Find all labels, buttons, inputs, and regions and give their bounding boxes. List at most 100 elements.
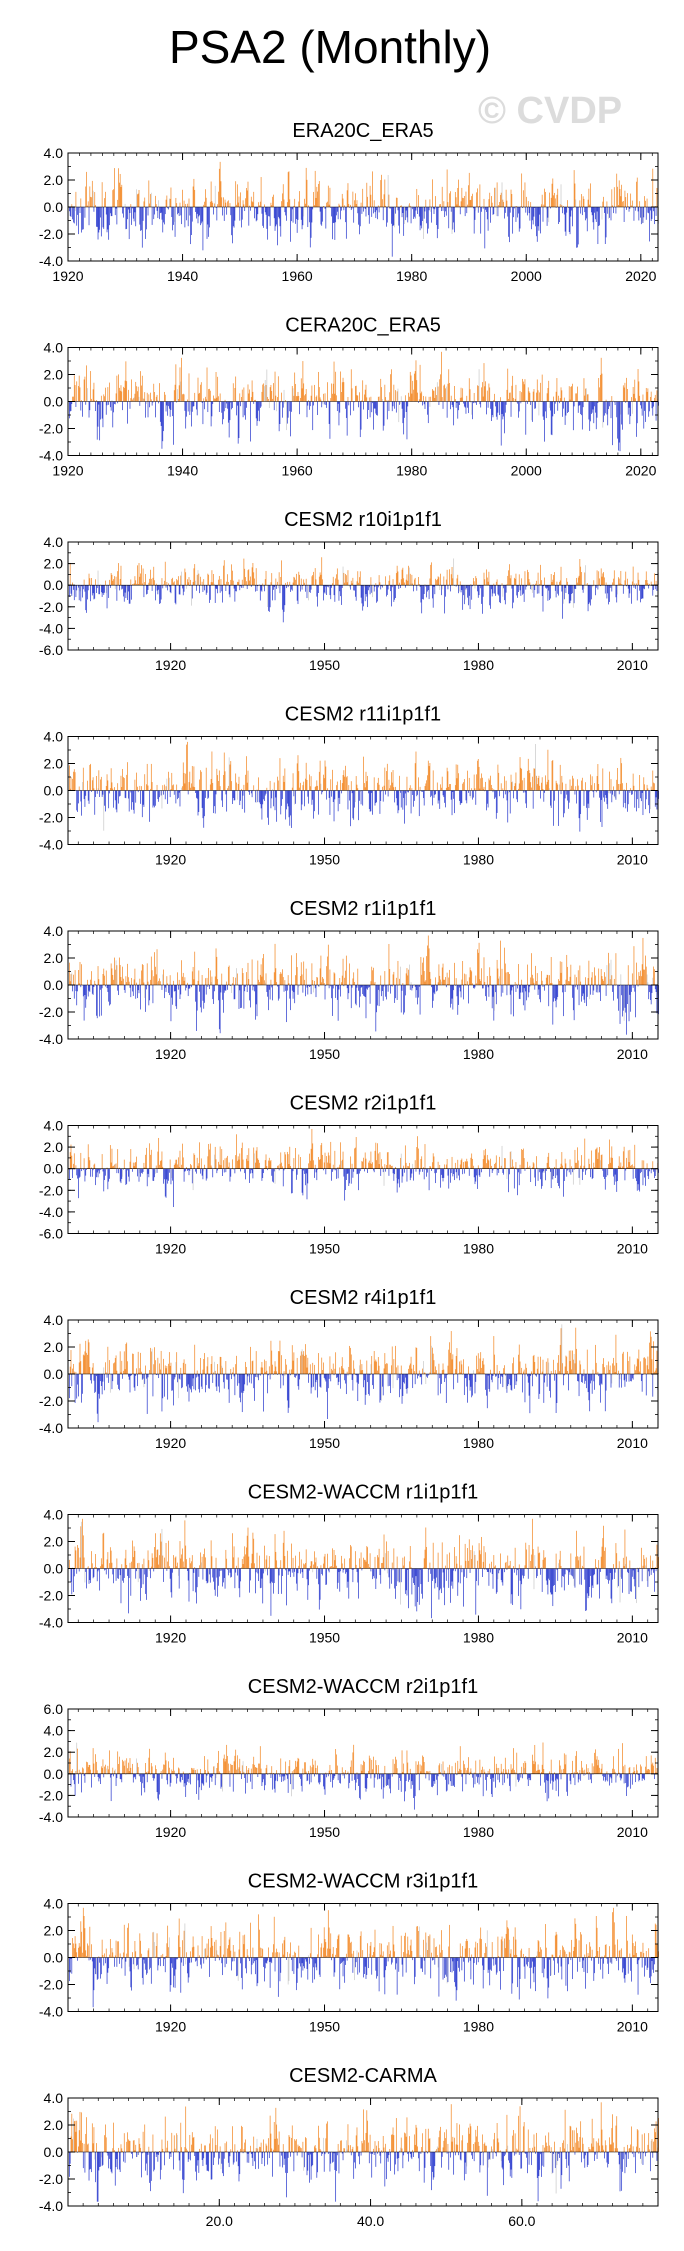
bar — [559, 204, 561, 207]
bar — [248, 393, 250, 402]
bar — [304, 790, 305, 807]
bar — [581, 777, 583, 791]
y-tick-label: -6.0 — [39, 642, 63, 658]
bar — [517, 1168, 518, 1196]
bar — [71, 585, 73, 596]
bar — [258, 777, 259, 791]
bar — [468, 1166, 469, 1169]
bar — [171, 578, 173, 586]
bar — [516, 585, 518, 596]
bar — [582, 196, 584, 207]
bar — [244, 1168, 246, 1174]
bar — [516, 1168, 518, 1170]
bar — [256, 1147, 258, 1169]
bar — [208, 1143, 210, 1169]
bar — [572, 1168, 573, 1173]
bar — [501, 1145, 503, 1169]
bar — [255, 1150, 257, 1169]
bar — [345, 401, 346, 409]
bar — [287, 401, 289, 418]
bar — [469, 790, 471, 797]
bar — [472, 401, 474, 404]
bar — [274, 790, 276, 811]
bar — [415, 751, 417, 791]
bar — [263, 790, 264, 800]
bar — [496, 790, 498, 813]
bar — [466, 790, 468, 804]
bar — [118, 168, 119, 207]
bar — [108, 585, 110, 598]
bar — [610, 585, 612, 588]
bar — [559, 1166, 561, 1169]
bar — [362, 585, 364, 611]
bar — [109, 1145, 111, 1169]
bar — [250, 585, 252, 587]
bar — [500, 192, 502, 207]
bar — [442, 401, 444, 409]
bar — [257, 790, 259, 803]
bar — [91, 398, 92, 402]
bar — [201, 1168, 203, 1176]
bar — [502, 199, 504, 207]
bar — [128, 977, 129, 985]
bar — [196, 985, 197, 1031]
bar — [229, 585, 231, 598]
x-tick-label: 1950 — [309, 657, 340, 673]
bar — [411, 393, 413, 402]
bar — [295, 383, 296, 402]
bar — [216, 585, 218, 590]
bar — [589, 401, 591, 431]
bar — [259, 982, 260, 985]
bar — [336, 401, 338, 412]
bar — [184, 207, 186, 228]
bar — [78, 970, 79, 985]
bar — [319, 572, 321, 586]
bar — [412, 583, 414, 586]
bar — [306, 401, 308, 418]
bar — [538, 207, 540, 231]
y-tick-label: 4.0 — [44, 923, 64, 939]
bar — [411, 1168, 413, 1174]
bar — [232, 790, 234, 798]
bar — [567, 966, 568, 985]
bar — [577, 985, 578, 990]
bar — [454, 399, 456, 402]
bar — [270, 384, 272, 402]
bar — [237, 1156, 239, 1169]
y-tick-label: 4.0 — [44, 729, 64, 745]
bar — [85, 401, 87, 405]
bar — [649, 790, 650, 814]
bar — [76, 585, 78, 591]
bar — [586, 790, 588, 820]
bar — [199, 779, 200, 791]
bar — [309, 207, 310, 223]
bar — [195, 207, 196, 212]
bar — [557, 188, 559, 207]
bar — [511, 585, 513, 589]
bar — [459, 585, 460, 592]
bar — [375, 207, 377, 219]
bar — [196, 207, 198, 214]
bar — [197, 377, 199, 402]
bar — [232, 401, 233, 408]
bar — [267, 585, 269, 607]
bar — [227, 574, 228, 586]
bar — [237, 582, 239, 586]
bar — [130, 985, 132, 998]
bar — [468, 985, 469, 1004]
bar — [580, 981, 582, 985]
bar — [437, 576, 439, 586]
bar — [358, 401, 359, 408]
bar — [563, 1168, 565, 1181]
bar — [392, 974, 394, 985]
bar — [336, 207, 337, 216]
bar — [114, 207, 116, 216]
bar — [183, 394, 185, 402]
bar — [463, 198, 464, 207]
bar — [575, 199, 577, 207]
bar — [151, 782, 153, 791]
bar — [382, 1166, 383, 1169]
bar — [638, 381, 640, 402]
bar — [247, 384, 249, 402]
bar — [86, 585, 87, 613]
